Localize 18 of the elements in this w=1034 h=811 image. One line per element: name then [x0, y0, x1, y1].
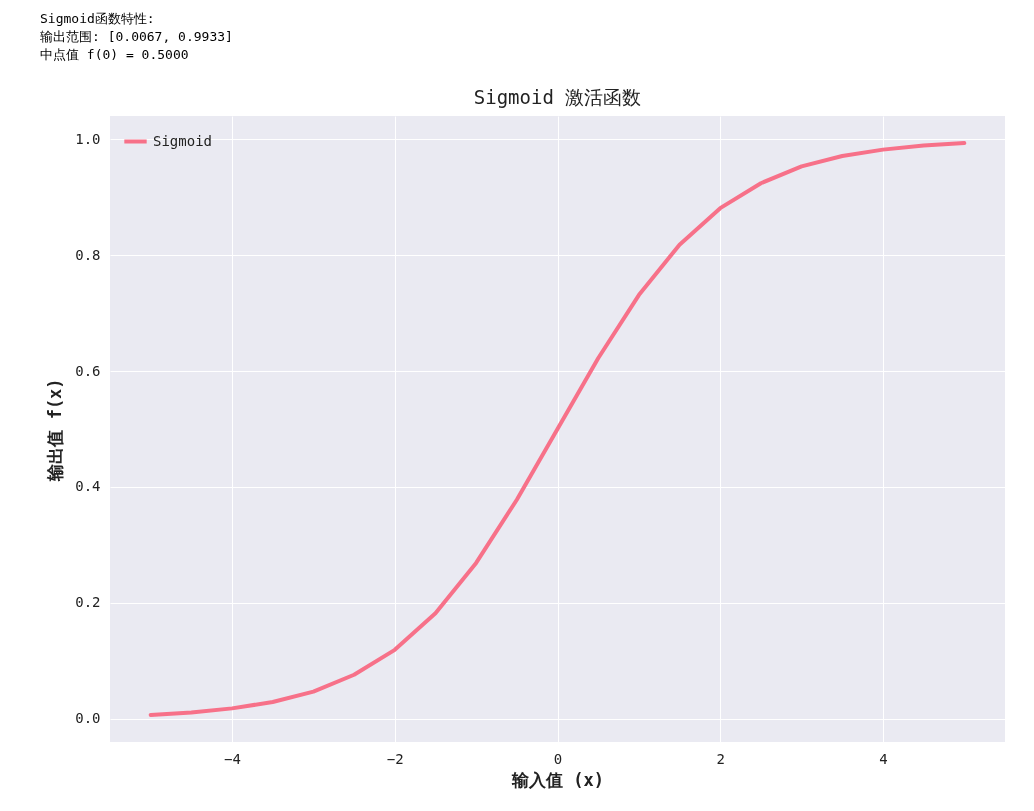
y-tick-label: 0.2 [75, 594, 101, 611]
y-tick-label: 0.0 [75, 710, 101, 727]
text: Sigmoid函数特性: [40, 10, 156, 28]
x-axis-title: 输入值 (x) [511, 769, 604, 790]
y-tick-label: 0.8 [75, 246, 101, 263]
x-tick-label: −2 [386, 750, 404, 767]
y-tick-label: 1.0 [75, 130, 101, 147]
y-axis-title: 输出值 f(x) [45, 378, 66, 482]
text: 中点值 f(0) = 0.5000 [40, 46, 190, 64]
x-tick-label: −4 [224, 750, 241, 767]
chart-title: Sigmoid 激活函数 [473, 86, 642, 108]
x-tick-label: 0 [553, 750, 563, 767]
y-tick-label: 0.6 [75, 362, 101, 379]
x-tick-label: 2 [716, 750, 725, 767]
x-tick-label: 4 [879, 750, 888, 767]
text: 输出范围: [0.0067, 0.9933] [40, 28, 233, 46]
legend-label: Sigmoid [153, 132, 213, 149]
y-tick-label: 0.4 [75, 478, 101, 495]
